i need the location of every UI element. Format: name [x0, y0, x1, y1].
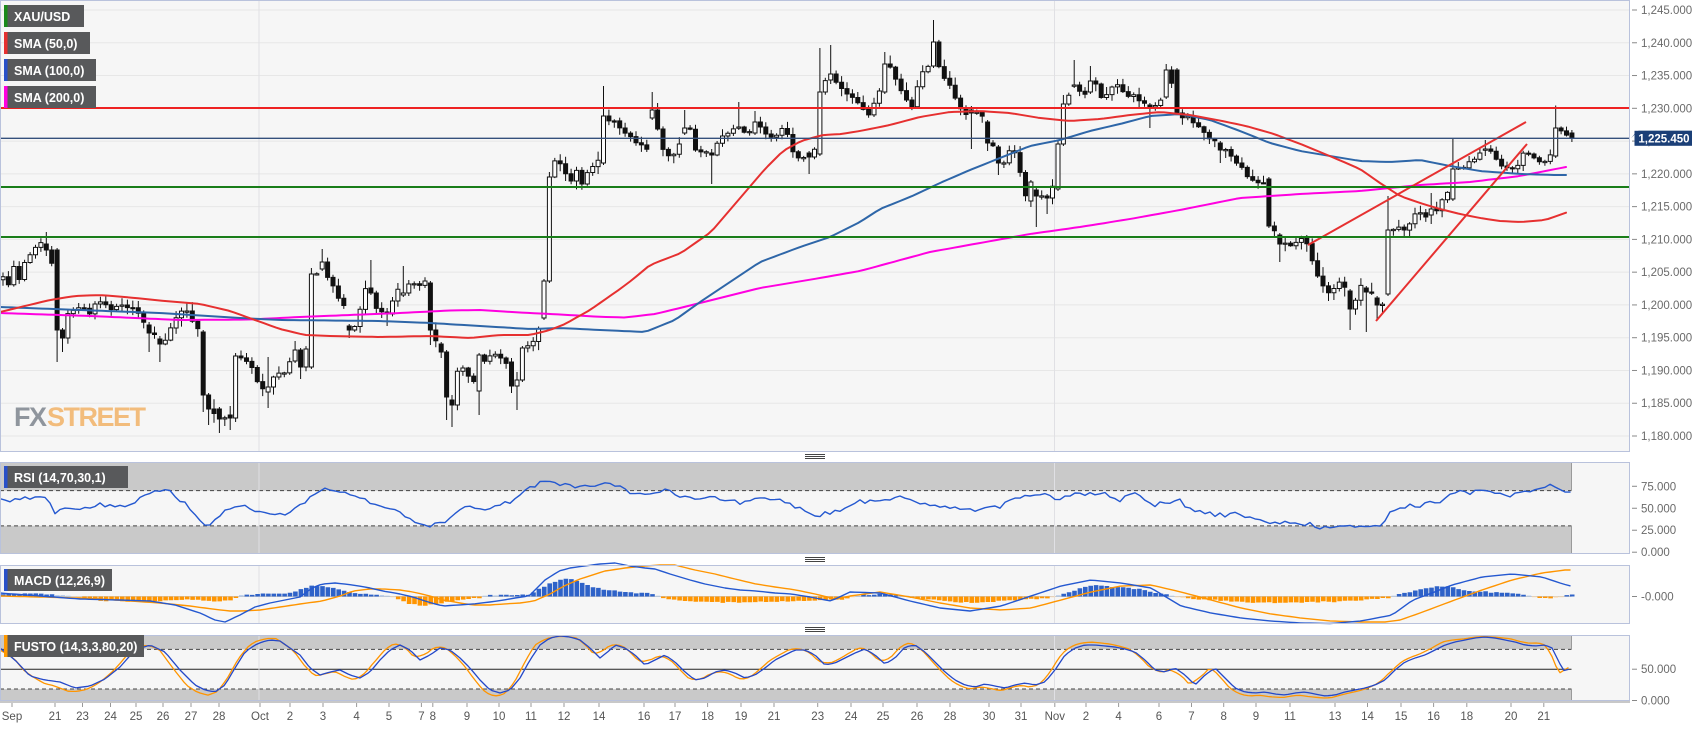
svg-text:1,225.450: 1,225.450	[1638, 134, 1689, 146]
svg-text:27: 27	[185, 711, 198, 723]
svg-text:1,235.000: 1,235.000	[1641, 71, 1692, 83]
svg-text:1,200.000: 1,200.000	[1641, 300, 1692, 312]
svg-text:8: 8	[430, 711, 436, 723]
svg-text:75.000: 75.000	[1641, 481, 1676, 493]
svg-text:8: 8	[1220, 711, 1226, 723]
svg-text:25.000: 25.000	[1641, 525, 1676, 537]
svg-text:28: 28	[213, 711, 226, 723]
svg-text:1,220.000: 1,220.000	[1641, 169, 1692, 181]
svg-text:1,215.000: 1,215.000	[1641, 202, 1692, 214]
svg-text:14: 14	[1361, 711, 1374, 723]
svg-text:1,230.000: 1,230.000	[1641, 103, 1692, 115]
svg-text:25: 25	[877, 711, 890, 723]
svg-text:SMA (100,0): SMA (100,0)	[14, 64, 84, 78]
svg-text:23: 23	[811, 711, 824, 723]
svg-text:25: 25	[130, 711, 143, 723]
svg-text:2: 2	[287, 711, 293, 723]
svg-text:26: 26	[911, 711, 924, 723]
svg-text:FX: FX	[14, 402, 47, 432]
svg-text:XAU/USD: XAU/USD	[14, 10, 70, 24]
svg-text:15: 15	[1395, 711, 1408, 723]
svg-text:1,210.000: 1,210.000	[1641, 234, 1692, 246]
svg-text:17: 17	[669, 711, 682, 723]
svg-text:1,185.000: 1,185.000	[1641, 398, 1692, 410]
svg-text:3: 3	[320, 711, 326, 723]
svg-text:RSI (14,70,30,1): RSI (14,70,30,1)	[14, 471, 106, 485]
svg-text:10: 10	[493, 711, 506, 723]
svg-text:1,245.000: 1,245.000	[1641, 5, 1692, 17]
svg-text:1,205.000: 1,205.000	[1641, 267, 1692, 279]
svg-text:16: 16	[638, 711, 651, 723]
svg-text:23: 23	[76, 711, 89, 723]
svg-text:13: 13	[1329, 711, 1342, 723]
svg-text:4: 4	[353, 711, 360, 723]
svg-text:Oct: Oct	[251, 711, 270, 723]
svg-text:50.000: 50.000	[1641, 664, 1676, 676]
svg-text:18: 18	[701, 711, 714, 723]
svg-text:21: 21	[1537, 711, 1550, 723]
svg-text:1,240.000: 1,240.000	[1641, 38, 1692, 50]
svg-text:26: 26	[157, 711, 170, 723]
svg-text:20: 20	[1505, 711, 1518, 723]
svg-text:21: 21	[768, 711, 781, 723]
svg-text:7: 7	[1188, 711, 1194, 723]
svg-text:24: 24	[104, 711, 117, 723]
svg-text:SMA (50,0): SMA (50,0)	[14, 37, 77, 51]
svg-text:1,180.000: 1,180.000	[1641, 431, 1692, 443]
svg-text:SMA (200,0): SMA (200,0)	[14, 91, 84, 105]
svg-text:50.000: 50.000	[1641, 503, 1676, 515]
svg-text:11: 11	[1284, 711, 1296, 723]
svg-text:14: 14	[593, 711, 606, 723]
svg-text:31: 31	[1015, 711, 1028, 723]
svg-text:0.000: 0.000	[1641, 547, 1670, 559]
svg-text:24: 24	[845, 711, 858, 723]
svg-text:19: 19	[735, 711, 748, 723]
svg-text:Sep: Sep	[2, 711, 22, 723]
svg-text:7: 7	[418, 711, 424, 723]
svg-text:1,190.000: 1,190.000	[1641, 365, 1692, 377]
svg-text:MACD (12,26,9): MACD (12,26,9)	[14, 574, 105, 588]
svg-text:2: 2	[1083, 711, 1089, 723]
svg-text:21: 21	[49, 711, 62, 723]
svg-text:6: 6	[1156, 711, 1162, 723]
svg-text:STREET: STREET	[47, 402, 147, 432]
svg-text:4: 4	[1115, 711, 1122, 723]
svg-text:12: 12	[558, 711, 571, 723]
svg-text:FUSTO (14,3,3,80,20): FUSTO (14,3,3,80,20)	[14, 640, 137, 654]
svg-text:0.000: 0.000	[1641, 696, 1670, 708]
svg-text:30: 30	[983, 711, 996, 723]
svg-text:18: 18	[1460, 711, 1473, 723]
svg-text:11: 11	[525, 711, 537, 723]
svg-text:28: 28	[944, 711, 957, 723]
svg-text:Nov: Nov	[1045, 711, 1066, 723]
svg-text:5: 5	[386, 711, 392, 723]
svg-text:1,195.000: 1,195.000	[1641, 333, 1692, 345]
svg-text:9: 9	[464, 711, 470, 723]
svg-text:9: 9	[1253, 711, 1259, 723]
svg-text:-0.000: -0.000	[1641, 592, 1674, 604]
svg-text:16: 16	[1427, 711, 1440, 723]
